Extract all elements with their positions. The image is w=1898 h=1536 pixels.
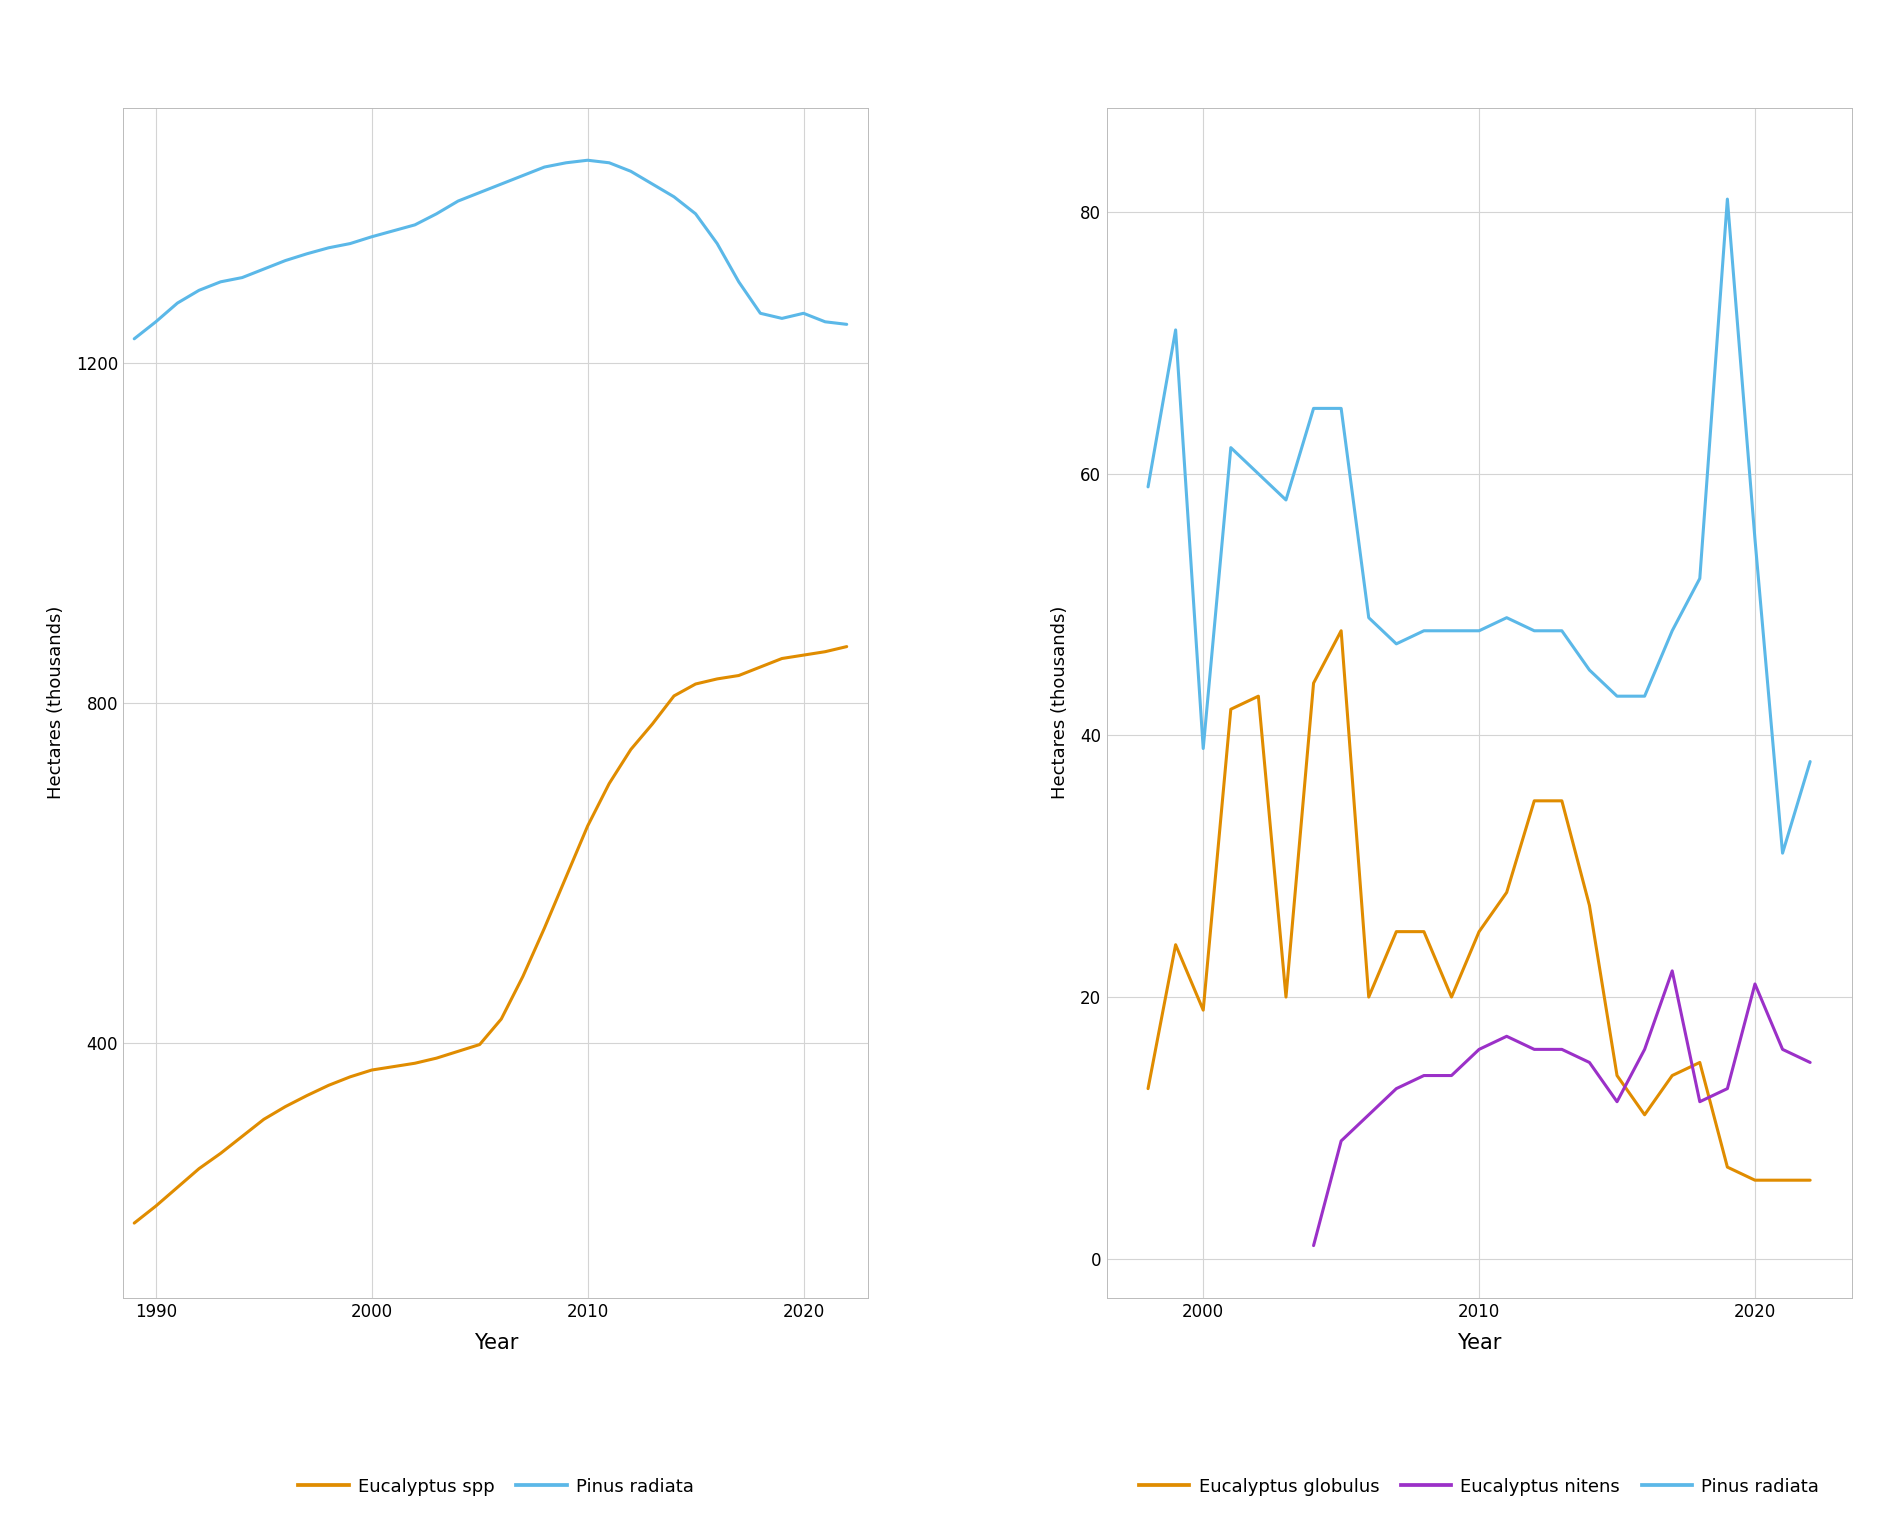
Legend: Eucalyptus globulus, Eucalyptus nitens, Pinus radiata: Eucalyptus globulus, Eucalyptus nitens, … [1131, 1470, 1826, 1504]
X-axis label: Year: Year [473, 1333, 518, 1353]
X-axis label: Year: Year [1456, 1333, 1501, 1353]
Legend: Eucalyptus spp, Pinus radiata: Eucalyptus spp, Pinus radiata [290, 1470, 700, 1504]
Y-axis label: Hectares (thousands): Hectares (thousands) [1050, 607, 1069, 799]
Y-axis label: Hectares (thousands): Hectares (thousands) [46, 607, 65, 799]
